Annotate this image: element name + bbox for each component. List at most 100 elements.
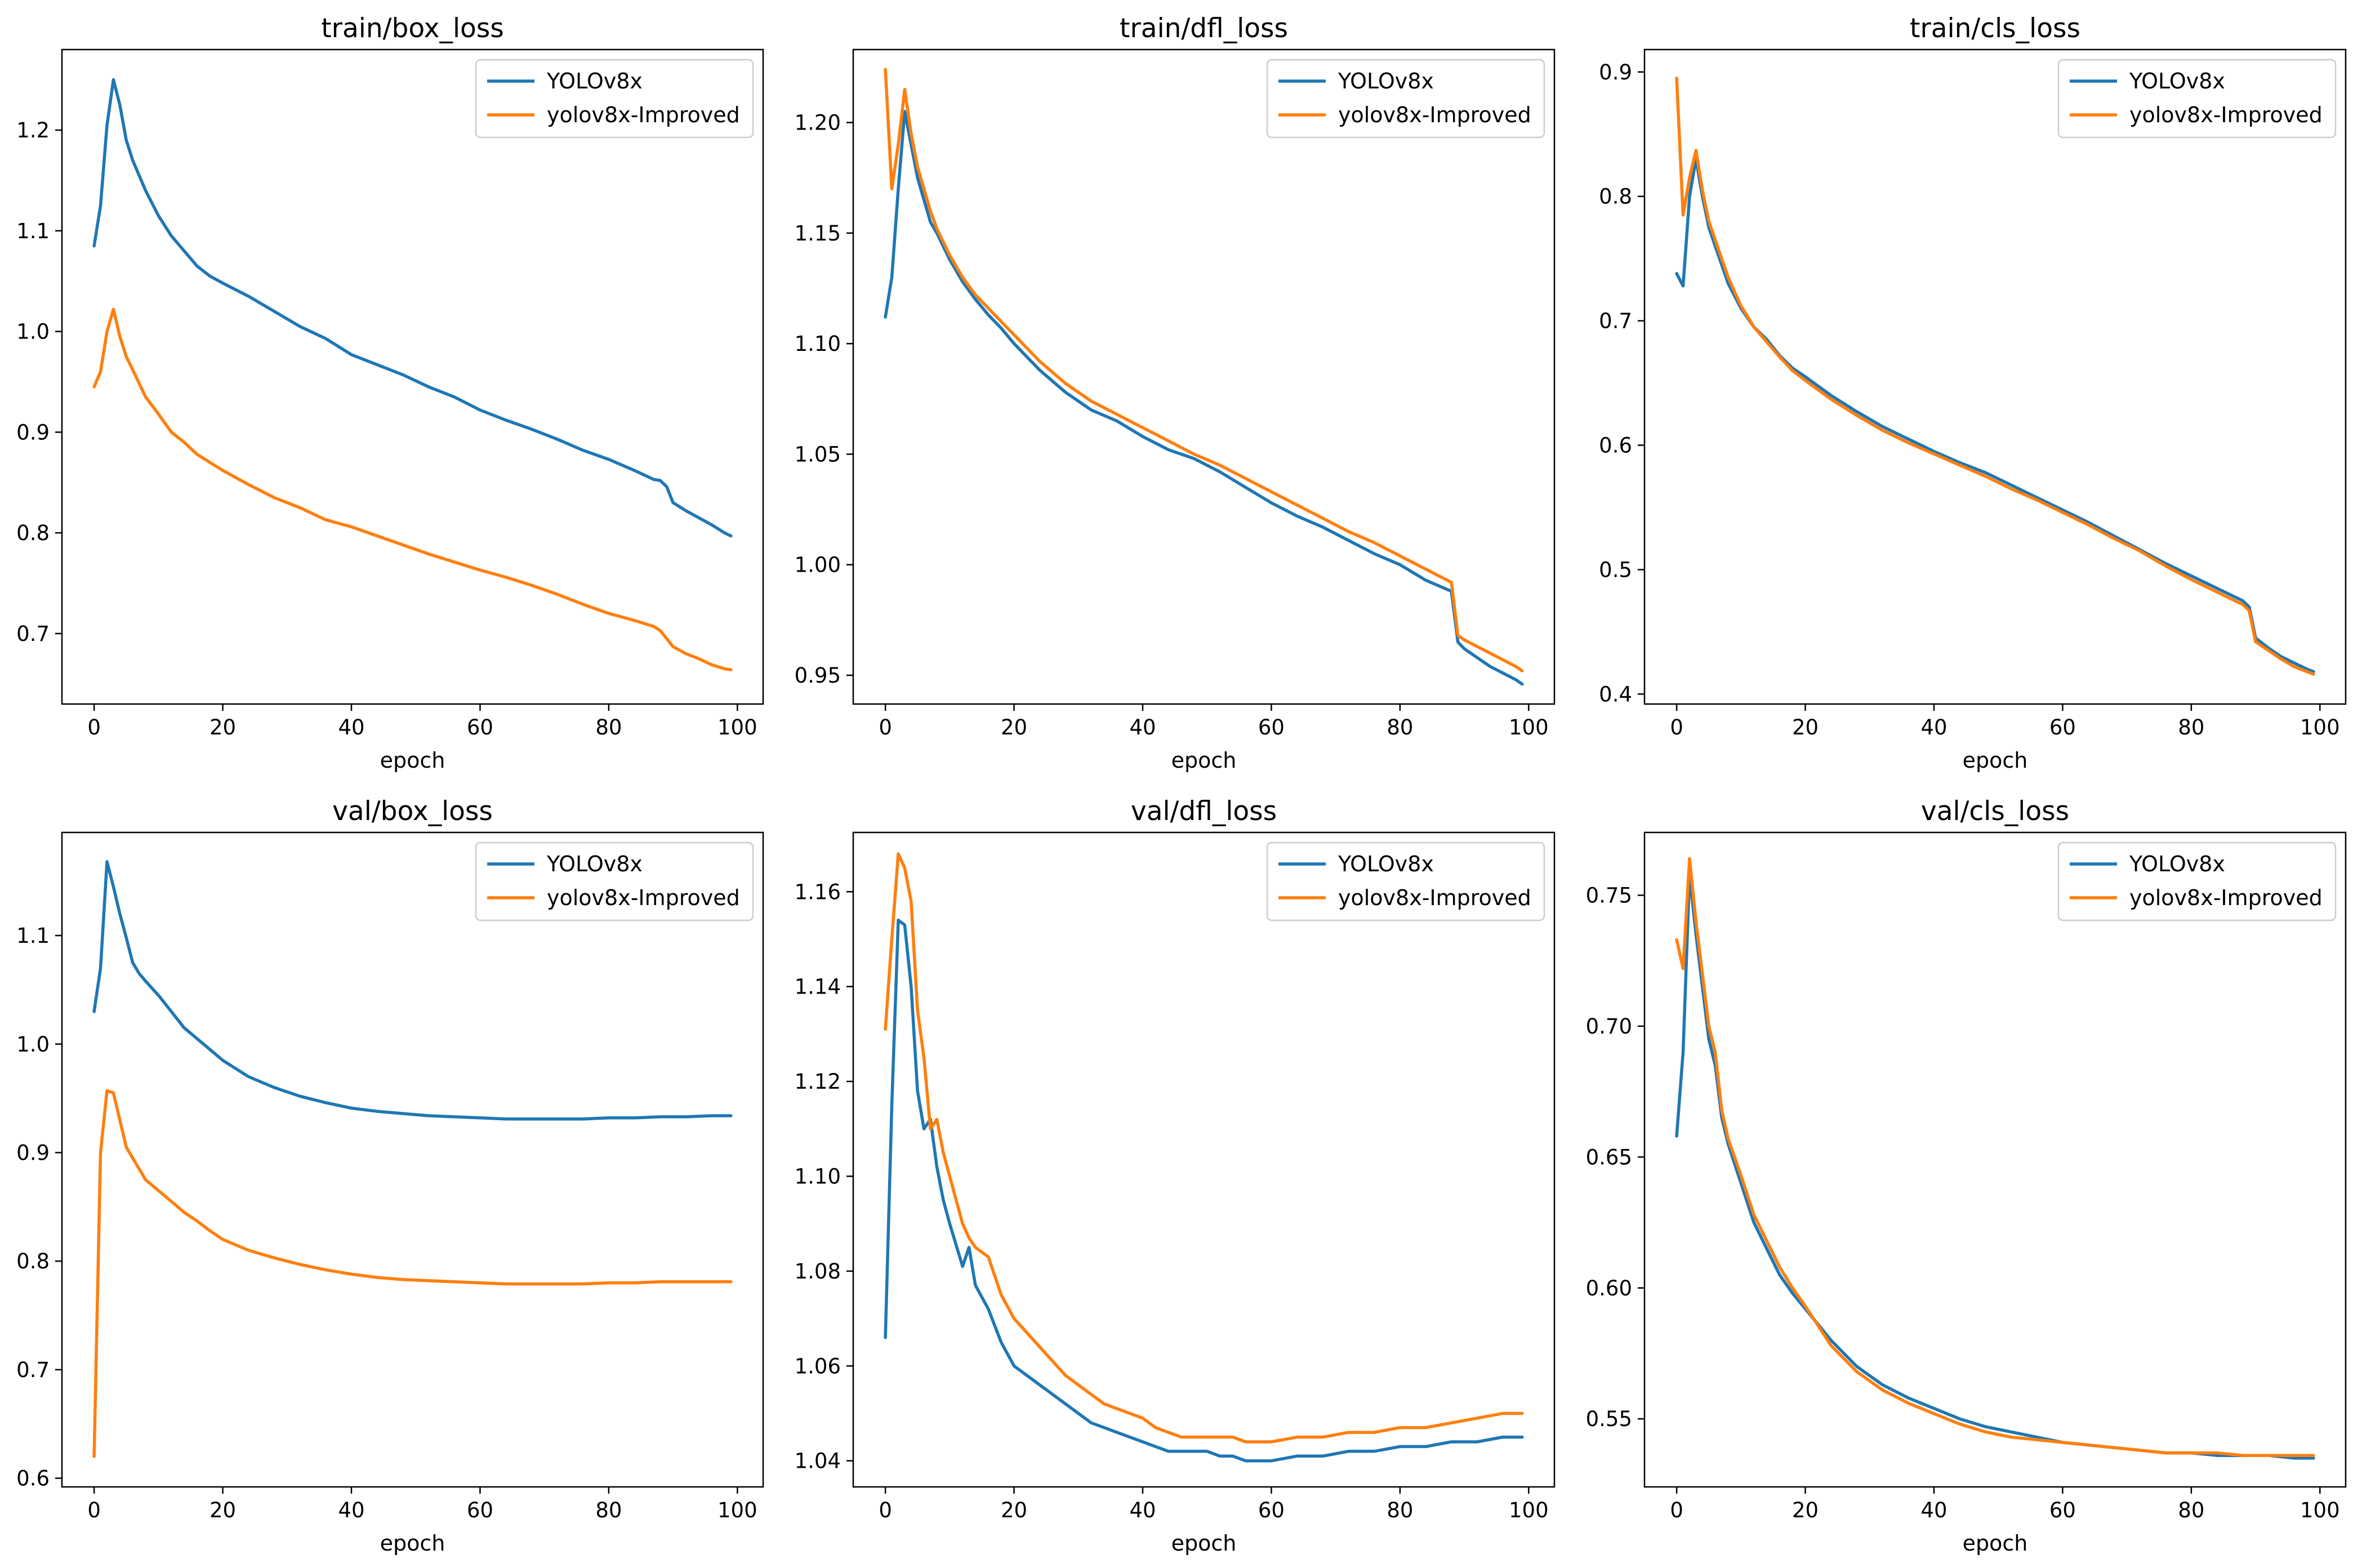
x-tick-label: 80 [595, 715, 622, 740]
subplot-val-box_loss: 0 20 40 60 80 100 0.6 0.7 0.8 0.9 1.0 1.1 val/box_lo… [16, 796, 764, 1556]
x-tick-label: 0 [87, 1498, 101, 1522]
subplot-train-box_loss: 0 20 40 60 80 100 0.7 0.8 0.9 1.0 1.1 1.2 train/box_… [16, 13, 764, 773]
x-tick-label: 80 [595, 1498, 622, 1522]
legend-label: yolov8x-Improved [2129, 885, 2323, 910]
legend: YOLOv8x yolov8x-Improved [1266, 841, 1545, 921]
x-tick-label: 60 [2049, 1498, 2076, 1522]
x-tick-label: 40 [338, 1498, 364, 1522]
x-tick-label: 60 [467, 1498, 493, 1522]
series-line-yolov8x-Improved [1675, 857, 2315, 1457]
x-tick-label: 0 [1670, 715, 1683, 740]
x-tick-label: 100 [717, 715, 757, 740]
axes-frame [1643, 831, 2347, 1488]
x-tick-label: 40 [1920, 1498, 1947, 1522]
chart-title: train/box_loss [321, 13, 503, 44]
x-tick-label: 80 [1387, 715, 1413, 740]
legend-label: yolov8x-Improved [547, 103, 740, 127]
series-line-YOLOv8x [1675, 157, 2315, 674]
legend-label: yolov8x-Improved [1338, 885, 1531, 910]
legend-label: YOLOv8x [1338, 69, 1434, 93]
y-tick-label: 1.10 [795, 1164, 841, 1188]
legend: YOLOv8x yolov8x-Improved [475, 59, 754, 139]
y-tick-label: 0.4 [1599, 682, 1632, 706]
x-axis-label: epoch [380, 748, 445, 773]
y-tick-label: 0.9 [1599, 60, 1632, 84]
x-tick-label: 0 [1670, 1498, 1683, 1522]
chart-title: val/dfl_loss [1131, 796, 1277, 827]
y-tick-label: 0.8 [1599, 185, 1632, 209]
x-tick-label: 100 [2300, 715, 2340, 740]
x-tick-label: 20 [1001, 1498, 1027, 1522]
x-tick-label: 40 [1129, 1498, 1156, 1522]
y-tick-label: 0.9 [16, 420, 50, 444]
y-tick-label: 1.16 [795, 880, 841, 904]
legend-label: YOLOv8x [546, 852, 643, 876]
legend-box [475, 59, 754, 139]
legend-label: YOLOv8x [1338, 852, 1434, 876]
y-tick-label: 0.6 [1599, 434, 1632, 458]
x-tick-label: 60 [2049, 715, 2076, 740]
axes-frame [61, 831, 764, 1488]
y-tick-label: 1.1 [16, 219, 50, 243]
x-axis-label: epoch [380, 1531, 445, 1556]
x-tick-label: 0 [87, 715, 101, 740]
y-tick-label: 0.5 [1599, 558, 1632, 582]
series-line-YOLOv8x [92, 860, 733, 1121]
y-tick-label: 0.95 [795, 663, 841, 688]
y-tick-label: 1.14 [795, 975, 841, 999]
axes-frame [852, 831, 1556, 1488]
series-line-yolov8x-Improved [92, 1089, 733, 1458]
x-tick-label: 100 [717, 1498, 757, 1522]
y-tick-label: 0.65 [1586, 1145, 1632, 1169]
chart-title: val/cls_loss [1921, 796, 2069, 827]
x-tick-label: 100 [1509, 715, 1549, 740]
y-tick-label: 1.10 [795, 332, 841, 356]
x-tick-label: 80 [1387, 1498, 1413, 1522]
y-tick-label: 1.0 [16, 320, 50, 344]
series-line-yolov8x-Improved [884, 852, 1524, 1444]
x-tick-label: 0 [879, 1498, 892, 1522]
chart-title: val/box_loss [332, 796, 493, 827]
x-axis-label: epoch [1963, 1531, 2028, 1556]
y-tick-label: 1.04 [795, 1449, 841, 1473]
subplot-train-cls_loss: 0 20 40 60 80 100 0.4 0.5 0.6 0.7 0.8 0.9 train/cls_… [1599, 13, 2347, 773]
series-line-YOLOv8x [884, 919, 1524, 1463]
x-tick-label: 20 [1792, 1498, 1819, 1522]
series-line-YOLOv8x [1675, 872, 2315, 1460]
y-tick-label: 1.15 [795, 221, 841, 246]
x-axis-label: epoch [1171, 1531, 1237, 1556]
legend-label: YOLOv8x [546, 69, 643, 93]
y-tick-label: 1.08 [795, 1259, 841, 1284]
legend: YOLOv8x yolov8x-Improved [1266, 59, 1545, 139]
x-tick-label: 60 [1258, 1498, 1285, 1522]
x-axis-label: epoch [1171, 748, 1237, 773]
series-line-yolov8x-Improved [884, 68, 1524, 672]
x-axis-label: epoch [1963, 748, 2028, 773]
y-tick-label: 1.0 [16, 1032, 50, 1057]
x-tick-label: 40 [338, 715, 364, 740]
subplot-val-dfl_loss: 0 20 40 60 80 100 1.04 1.06 1.08 1.10 1.12 1.14 1.16… [795, 796, 1556, 1556]
chart-title: train/cls_loss [1910, 13, 2080, 44]
chart-title: train/dfl_loss [1120, 13, 1288, 44]
y-tick-label: 0.6 [16, 1467, 50, 1491]
legend-label: yolov8x-Improved [547, 885, 740, 910]
series-line-YOLOv8x [92, 78, 733, 538]
legend-box [1266, 841, 1545, 921]
x-tick-label: 40 [1920, 715, 1947, 740]
x-tick-label: 60 [467, 715, 493, 740]
y-tick-label: 0.7 [16, 622, 50, 646]
y-tick-label: 1.06 [795, 1354, 841, 1378]
legend-box [2057, 59, 2337, 139]
series-line-yolov8x-Improved [92, 308, 733, 671]
y-tick-label: 0.9 [16, 1141, 50, 1165]
legend: YOLOv8x yolov8x-Improved [475, 841, 754, 921]
legend-label: yolov8x-Improved [1338, 103, 1531, 127]
series-line-yolov8x-Improved [1675, 77, 2315, 676]
y-tick-label: 1.12 [795, 1070, 841, 1094]
x-tick-label: 80 [2178, 715, 2204, 740]
y-tick-label: 0.60 [1586, 1276, 1632, 1300]
x-tick-label: 20 [210, 1498, 236, 1522]
subplot-train-dfl_loss: 0 20 40 60 80 100 0.95 1.00 1.05 1.10 1.15 1.20 trai… [795, 13, 1556, 773]
x-tick-label: 0 [879, 715, 892, 740]
